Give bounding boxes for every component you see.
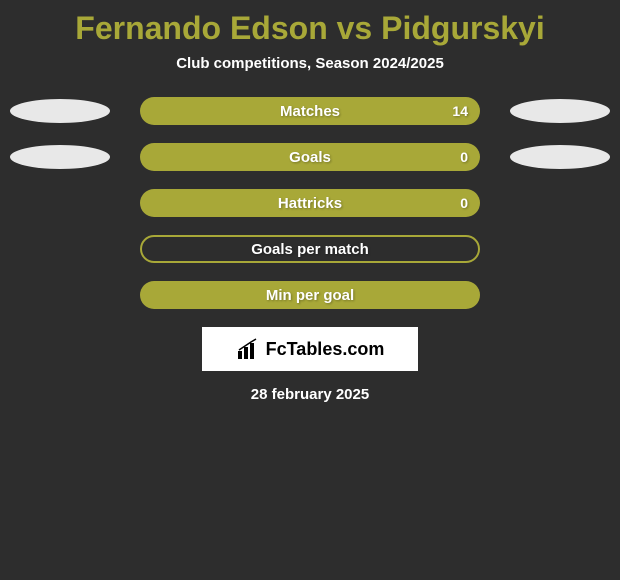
stat-row-min-per-goal: Min per goal xyxy=(0,281,620,309)
stat-bar: Goals per match xyxy=(140,235,480,263)
stat-value: 0 xyxy=(460,149,468,165)
stat-label: Goals per match xyxy=(251,241,369,258)
stats-area: Matches 14 Goals 0 Hattricks 0 Goals per… xyxy=(0,97,620,309)
stat-label: Hattricks xyxy=(278,195,342,212)
stat-row-goals: Goals 0 xyxy=(0,143,620,171)
stat-label: Matches xyxy=(280,103,340,120)
stat-bar: Goals 0 xyxy=(140,143,480,171)
ellipse-right-icon xyxy=(510,145,610,169)
date-label: 28 february 2025 xyxy=(0,386,620,403)
stat-value: 0 xyxy=(460,195,468,211)
page-subtitle: Club competitions, Season 2024/2025 xyxy=(0,55,620,72)
stat-value: 14 xyxy=(452,103,468,119)
stat-label: Min per goal xyxy=(266,287,354,304)
ellipse-left-icon xyxy=(10,99,110,123)
stat-row-matches: Matches 14 xyxy=(0,97,620,125)
ellipse-left-icon xyxy=(10,145,110,169)
stat-row-goals-per-match: Goals per match xyxy=(0,235,620,263)
logo-content: FcTables.com xyxy=(236,337,385,361)
ellipse-right-icon xyxy=(510,99,610,123)
stat-label: Goals xyxy=(289,149,331,166)
chart-icon xyxy=(236,337,260,361)
stat-row-hattricks: Hattricks 0 xyxy=(0,189,620,217)
main-container: Fernando Edson vs Pidgurskyi Club compet… xyxy=(0,0,620,413)
stat-bar: Min per goal xyxy=(140,281,480,309)
page-title: Fernando Edson vs Pidgurskyi xyxy=(0,10,620,47)
stat-bar: Matches 14 xyxy=(140,97,480,125)
logo-text: FcTables.com xyxy=(266,339,385,360)
stat-bar: Hattricks 0 xyxy=(140,189,480,217)
logo-box: FcTables.com xyxy=(202,327,418,371)
